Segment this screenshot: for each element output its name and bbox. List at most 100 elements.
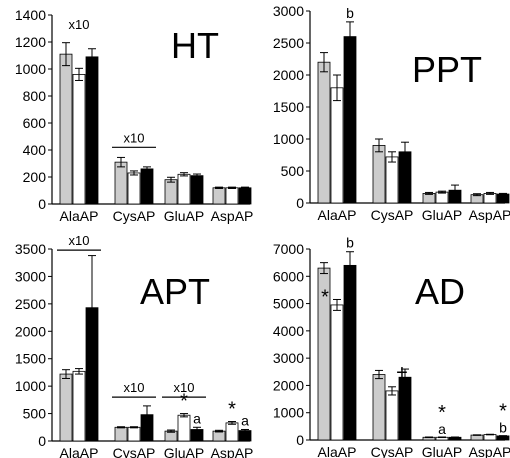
significance-letter: b: [346, 5, 354, 21]
panel-ht: 0 200 400 600 800 1000 1200 1400 HT AlaAP CysAP Glu…: [15, 7, 254, 224]
y-tick-label: 2000: [273, 67, 304, 83]
y-tick-label: 1000: [15, 378, 46, 394]
panel-title: HT: [171, 25, 219, 66]
bar-alaap-series-3: [343, 36, 357, 204]
category-label: GluAP: [164, 208, 204, 224]
category-label: AlaAP: [60, 208, 99, 224]
bar-gluap-series-1: [164, 179, 178, 205]
significance-star: *: [321, 286, 329, 308]
y-tick-label: 3000: [15, 268, 46, 284]
y-tick-label: 4000: [273, 323, 304, 339]
bar-alaap-series-1: [59, 53, 73, 205]
bar-alaap-series-2: [330, 304, 344, 441]
bar-alaap-series-2: [72, 74, 86, 205]
significance-plus: +: [396, 362, 408, 384]
category-label: AspAP: [211, 208, 254, 224]
bar-aspap-series-1: [212, 187, 226, 205]
significance-star: *: [499, 401, 507, 423]
y-tick-label: 1000: [273, 131, 304, 147]
panel-ad: 0 1000 2000 3000 4000 5000 6000 7000 AD AlaAP CysA…: [273, 235, 510, 458]
bar-gluap-series-2: [177, 414, 191, 442]
y-tick-label: 400: [23, 142, 47, 158]
significance-star: *: [228, 399, 236, 421]
y-tick-label: 2500: [15, 296, 46, 312]
category-label: AlaAP: [318, 444, 357, 458]
bar-aspap-series-3: [496, 193, 510, 204]
panel-title: PPT: [412, 49, 482, 90]
significance-letter: b: [499, 420, 507, 436]
category-label: AlaAP: [60, 445, 99, 458]
y-tick-label: 500: [23, 406, 47, 422]
significance-letter: b: [346, 235, 354, 251]
bar-cysap-series-2: [385, 156, 399, 204]
category-label: AspAP: [211, 445, 254, 458]
bar-cysap-series-1: [372, 144, 386, 204]
y-tick-label: 3500: [15, 241, 46, 257]
y-tick-label: 1200: [15, 34, 46, 50]
scale-annotation: x10: [124, 380, 145, 395]
bar-cysap-series-1: [114, 161, 128, 205]
bar-alaap-series-2: [330, 87, 344, 204]
panel-title: APT: [140, 271, 210, 312]
bar-alaap-series-1: [59, 373, 73, 442]
bar-cysap-series-3: [140, 168, 154, 205]
bar-aspap-series-2: [225, 422, 239, 442]
category-label: CysAP: [113, 208, 156, 224]
y-tick-label: 600: [23, 115, 47, 131]
category-label: AlaAP: [318, 207, 357, 223]
bar-cysap-series-2: [127, 172, 141, 205]
y-tick-label: 1000: [15, 61, 46, 77]
y-tick-label: 6000: [273, 268, 304, 284]
panel-ppt: 0 500 1000 1500 2000 2500 3000 PPT AlaAP CysAP Glu…: [273, 3, 510, 223]
y-tick-label: 1400: [15, 7, 46, 23]
y-tick-label: 1500: [15, 351, 46, 367]
bar-gluap-series-3: [190, 175, 204, 205]
significance-star: *: [438, 402, 446, 424]
y-tick-label: 3000: [273, 350, 304, 366]
bar-alaap-series-1: [317, 61, 331, 204]
y-tick-label: 0: [296, 432, 304, 448]
scale-annotation: x10: [69, 17, 90, 32]
bar-cysap-series-2: [127, 426, 141, 442]
category-label: GluAP: [422, 207, 462, 223]
bar-aspap-series-2: [483, 434, 497, 441]
category-label: CysAP: [371, 207, 414, 223]
bar-cysap-series-1: [372, 374, 386, 441]
bar-aspap-series-2: [225, 187, 239, 205]
bar-gluap-series-2: [177, 173, 191, 205]
y-tick-label: 0: [296, 195, 304, 211]
y-tick-label: 2000: [15, 323, 46, 339]
bar-cysap-series-1: [114, 426, 128, 442]
category-label: GluAP: [422, 444, 462, 458]
y-tick-label: 200: [23, 169, 47, 185]
bar-cysap-series-3: [398, 376, 412, 441]
y-tick-label: 2500: [273, 35, 304, 51]
y-tick-label: 7000: [273, 241, 304, 257]
panel-title: AD: [415, 271, 465, 312]
y-tick-label: 3000: [273, 3, 304, 19]
scale-annotation: x10: [69, 233, 90, 248]
y-tick-label: 500: [281, 163, 305, 179]
y-tick-label: 2000: [273, 377, 304, 393]
bar-alaap-series-3: [85, 56, 99, 205]
significance-letter: a: [193, 410, 201, 426]
y-tick-label: 1000: [273, 405, 304, 421]
category-label: CysAP: [371, 444, 414, 458]
scale-annotation: x10: [174, 380, 195, 395]
y-tick-label: 1500: [273, 99, 304, 115]
bar-alaap-series-3: [343, 264, 357, 441]
significance-star: *: [180, 391, 188, 413]
bar-gluap-series-2: [435, 191, 449, 204]
bar-aspap-series-1: [212, 430, 226, 442]
bar-aspap-series-3: [238, 187, 252, 205]
bar-alaap-series-2: [72, 370, 86, 442]
y-tick-label: 800: [23, 88, 47, 104]
y-tick-label: 0: [38, 433, 46, 449]
y-tick-label: 5000: [273, 296, 304, 312]
bar-cysap-series-2: [385, 390, 399, 441]
panel-apt: 0 500 1000 1500 2000 2500 3000 3500 APT AlaAP CysA…: [15, 233, 254, 458]
category-label: AspAP: [469, 444, 510, 458]
category-label: AspAP: [469, 207, 510, 223]
significance-letter: a: [438, 421, 446, 437]
